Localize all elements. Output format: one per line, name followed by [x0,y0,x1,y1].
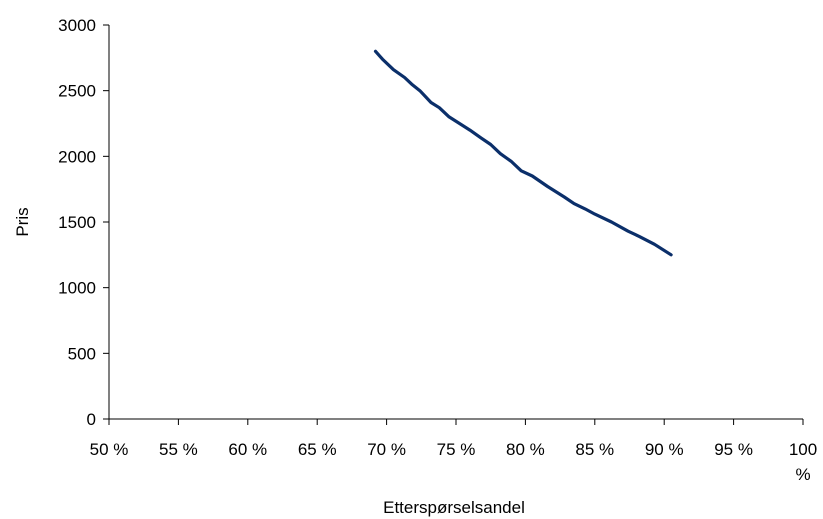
x-axis-title: Etterspørselsandel [383,498,525,517]
x-tick-label: 75 % [437,440,476,459]
x-tick-label: 95 % [714,440,753,459]
y-tick-label: 3000 [58,16,96,35]
x-tick-label: 90 % [645,440,684,459]
x-tick-label: 80 % [506,440,545,459]
x-tick-label: 50 % [90,440,129,459]
y-tick-label: 2000 [58,147,96,166]
y-tick-label: 0 [87,410,96,429]
x-tick-label: 85 % [575,440,614,459]
y-tick-label: 1000 [58,279,96,298]
y-axis-title: Pris [13,207,32,236]
y-tick-label: 500 [68,344,96,363]
plot-area [373,49,673,257]
x-tick-label: 60 % [228,440,267,459]
y-tick-label: 2500 [58,82,96,101]
x-axis-ticks: 50 % 55 % 60 % 65 % 70 % 75 % 80 % 85 % 90 % 95 %… [90,419,817,484]
y-tick-label: 1500 [58,213,96,232]
x-tick-label: 65 % [298,440,337,459]
axes [108,25,803,420]
x-tick-label: 100% [789,440,817,484]
y-axis-ticks: 0 500 1000 1500 2000 2500 3000 [58,16,109,429]
series-line [373,49,673,257]
x-tick-label: 70 % [367,440,406,459]
x-tick-label: 55 % [159,440,198,459]
